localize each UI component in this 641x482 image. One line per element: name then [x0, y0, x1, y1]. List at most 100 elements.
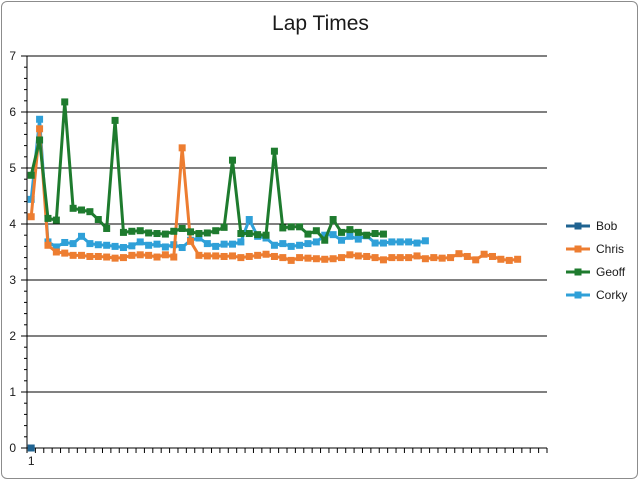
data-point-corky: [61, 238, 69, 246]
data-point-geoff: [36, 136, 44, 144]
data-point-corky: [161, 243, 169, 251]
data-point-geoff: [69, 204, 77, 212]
data-point-chris: [455, 250, 463, 258]
data-point-geoff: [228, 156, 236, 164]
data-point-chris: [472, 256, 480, 264]
data-point-chris: [61, 249, 69, 257]
data-point-corky: [237, 238, 245, 246]
data-point-chris: [296, 254, 304, 262]
data-point-geoff: [346, 226, 354, 234]
data-point-corky: [338, 236, 346, 244]
series-lines: [27, 98, 522, 452]
data-point-chris: [363, 252, 371, 260]
data-point-geoff: [61, 98, 69, 106]
data-point-chris: [212, 252, 220, 260]
data-point-geoff: [220, 223, 228, 231]
data-point-geoff: [44, 214, 52, 222]
data-point-chris: [178, 144, 186, 152]
data-point-corky: [145, 241, 153, 249]
data-point-geoff: [254, 231, 262, 239]
data-point-corky: [270, 241, 278, 249]
data-point-chris: [254, 251, 262, 259]
data-point-corky: [119, 244, 127, 252]
data-point-chris: [69, 251, 77, 259]
data-point-geoff: [52, 216, 60, 224]
data-point-corky: [312, 238, 320, 246]
data-point-corky: [228, 240, 236, 248]
data-point-chris: [396, 254, 404, 262]
data-point-corky: [304, 240, 312, 248]
data-point-geoff: [94, 216, 102, 224]
data-point-corky: [413, 239, 421, 247]
data-point-chris: [287, 256, 295, 264]
y-tick-label: 7: [9, 49, 16, 63]
data-point-corky: [245, 216, 253, 224]
data-point-chris: [78, 251, 86, 259]
data-point-corky: [379, 239, 387, 247]
data-point-corky: [212, 242, 220, 250]
data-point-geoff: [203, 229, 211, 237]
data-point-geoff: [195, 230, 203, 238]
data-point-chris: [388, 254, 396, 262]
data-point-geoff: [128, 227, 136, 235]
data-point-corky: [329, 231, 337, 239]
data-point-chris: [44, 241, 52, 249]
data-point-corky: [321, 231, 329, 239]
data-point-geoff: [178, 224, 186, 232]
data-point-geoff: [270, 147, 278, 155]
data-point-chris: [170, 253, 178, 261]
data-point-corky: [128, 242, 136, 250]
legend-marker: [574, 222, 582, 230]
series-bob: [27, 444, 35, 452]
data-point-chris: [187, 237, 195, 245]
data-point-chris: [94, 252, 102, 260]
data-point-chris: [262, 250, 270, 258]
data-point-chris: [463, 252, 471, 260]
data-point-chris: [413, 252, 421, 260]
data-point-chris: [237, 254, 245, 262]
data-point-corky: [396, 238, 404, 246]
data-point-chris: [329, 255, 337, 263]
data-point-geoff: [329, 216, 337, 224]
legend-marker: [574, 291, 582, 299]
data-point-corky: [94, 241, 102, 249]
legend-item-geoff: Geoff: [566, 265, 626, 279]
data-point-chris: [119, 254, 127, 262]
y-tick-label: 4: [9, 217, 16, 231]
data-point-corky: [405, 238, 413, 246]
y-tick-label: 3: [9, 273, 16, 287]
data-point-geoff: [379, 230, 387, 238]
data-point-chris: [304, 254, 312, 262]
data-point-chris: [153, 253, 161, 261]
data-point-geoff: [296, 223, 304, 231]
legend-item-chris: Chris: [566, 242, 624, 256]
data-point-chris: [480, 250, 488, 258]
legend: Bob Chris Geoff Corky: [566, 219, 627, 302]
data-point-geoff: [161, 230, 169, 238]
data-point-geoff: [363, 231, 371, 239]
legend-marker: [574, 245, 582, 253]
x-tick-label: 1: [28, 454, 35, 468]
data-point-corky: [27, 195, 35, 203]
data-point-corky: [78, 232, 86, 240]
data-point-geoff: [27, 171, 35, 179]
data-point-chris: [36, 125, 44, 133]
data-point-geoff: [262, 231, 270, 239]
data-point-geoff: [187, 228, 195, 236]
data-point-chris: [128, 251, 136, 259]
data-point-chris: [405, 254, 413, 262]
data-point-chris: [514, 255, 522, 263]
data-point-chris: [447, 254, 455, 262]
data-point-chris: [245, 252, 253, 260]
data-point-geoff: [111, 116, 119, 124]
data-point-corky: [287, 242, 295, 250]
y-tick-label: 2: [9, 329, 16, 343]
data-point-chris: [421, 255, 429, 263]
data-point-corky: [203, 240, 211, 248]
data-point-geoff: [304, 230, 312, 238]
y-tick-label: 1: [9, 385, 16, 399]
data-point-chris: [438, 254, 446, 262]
legend-label-chris: Chris: [596, 242, 624, 256]
series-chris: [27, 125, 522, 264]
